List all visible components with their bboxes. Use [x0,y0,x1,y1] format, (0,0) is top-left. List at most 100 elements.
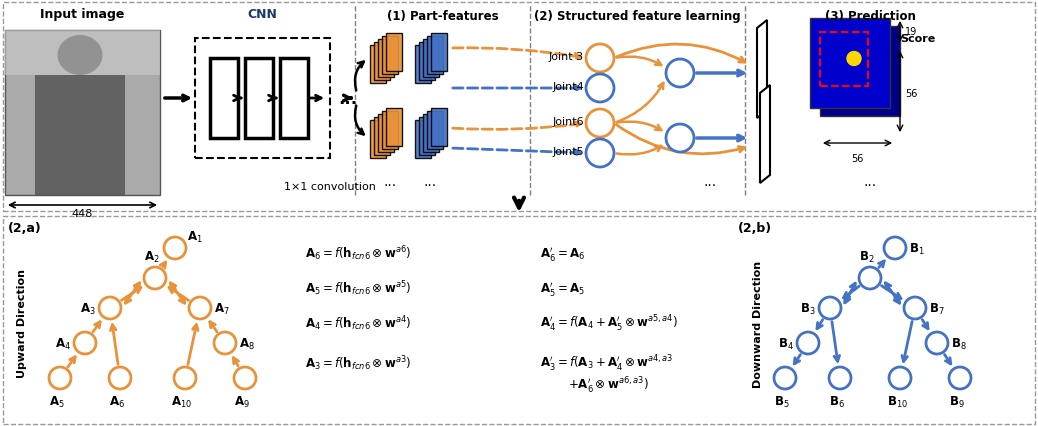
Text: (1) Part-features: (1) Part-features [387,10,499,23]
Text: $\mathbf{A}_{7}$: $\mathbf{A}_{7}$ [214,301,229,316]
Text: 1×1 convolution: 1×1 convolution [284,181,376,192]
Bar [419,118,435,155]
Circle shape [829,367,851,389]
Bar [195,39,330,158]
Text: $\mathbf{A}_{9}$: $\mathbf{A}_{9}$ [235,394,250,409]
Text: Score: Score [900,34,935,44]
Circle shape [884,237,906,259]
Text: $\mathbf{A}_{6}$: $\mathbf{A}_{6}$ [109,394,125,409]
Text: Input image: Input image [40,8,125,21]
Text: 19: 19 [905,27,918,37]
Circle shape [214,332,236,354]
Circle shape [586,45,614,73]
Circle shape [189,297,211,319]
Circle shape [889,367,911,389]
Bar [810,19,890,109]
Bar [374,118,390,155]
Text: ···: ··· [864,178,876,193]
Bar [210,59,238,139]
Circle shape [666,60,694,88]
Text: (3) Prediction: (3) Prediction [824,10,916,23]
Text: $\mathbf{B}_{5}$: $\mathbf{B}_{5}$ [774,394,790,409]
Bar [820,27,900,117]
Circle shape [164,237,186,259]
Bar [378,115,394,153]
Bar [245,59,273,139]
Text: $\mathbf{B}_{3}$: $\mathbf{B}_{3}$ [800,301,816,316]
Circle shape [144,268,166,289]
Text: $\mathbf{B}_{6}$: $\mathbf{B}_{6}$ [829,394,845,409]
Text: ...: ... [338,90,357,108]
Text: $\mathbf{A}_5' = \mathbf{A}_5$: $\mathbf{A}_5' = \mathbf{A}_5$ [540,279,585,297]
Text: $\mathbf{A}_3' = f(\mathbf{A}_3 + \mathbf{A}_4'\otimes\mathbf{w}^{a4,a3}$: $\mathbf{A}_3' = f(\mathbf{A}_3 + \mathb… [540,353,674,373]
Text: $\mathbf{A}_6' = \mathbf{A}_6$: $\mathbf{A}_6' = \mathbf{A}_6$ [540,245,585,262]
Text: $\mathbf{B}_{8}$: $\mathbf{B}_{8}$ [951,336,966,351]
Bar [370,121,386,158]
Bar [35,76,125,196]
Text: $\mathbf{A}_{8}$: $\mathbf{A}_{8}$ [239,336,255,351]
Text: $\mathbf{B}_{2}$: $\mathbf{B}_{2}$ [859,249,875,265]
Text: 56: 56 [905,89,918,99]
Text: 448: 448 [72,208,93,219]
Bar [431,109,447,147]
Text: $\mathbf{A}_{5}$: $\mathbf{A}_{5}$ [49,394,64,409]
Text: $\mathbf{B}_{10}$: $\mathbf{B}_{10}$ [886,394,907,409]
Bar [5,31,160,196]
Circle shape [174,367,196,389]
Bar [415,46,431,84]
Text: $\mathbf{A}_{3}$: $\mathbf{A}_{3}$ [80,301,95,316]
Bar [424,40,439,78]
Text: $\mathbf{B}_{9}$: $\mathbf{B}_{9}$ [949,394,965,409]
Polygon shape [760,86,770,184]
Text: $\mathbf{B}_{7}$: $\mathbf{B}_{7}$ [929,301,945,316]
Text: Joint6: Joint6 [552,117,584,127]
Circle shape [234,367,256,389]
Bar [424,115,439,153]
Text: Joint5: Joint5 [552,147,584,157]
Text: ···: ··· [424,178,437,193]
Bar [386,109,402,147]
Text: $\mathbf{A}_4 = f(\mathbf{h}_{fcn6}\otimes\mathbf{w}^{a4})$: $\mathbf{A}_4 = f(\mathbf{h}_{fcn6}\otim… [305,314,411,333]
Text: $\mathbf{B}_{4}$: $\mathbf{B}_{4}$ [778,336,794,351]
Text: (2,b): (2,b) [738,222,772,234]
Circle shape [586,110,614,138]
Text: Upward Direction: Upward Direction [17,269,27,377]
Text: $\mathbf{A}_4' = f(\mathbf{A}_4 + \mathbf{A}_5'\otimes\mathbf{w}^{a5,a4})$: $\mathbf{A}_4' = f(\mathbf{A}_4 + \mathb… [540,313,678,333]
Bar [3,216,1035,424]
Text: Joint4: Joint4 [552,82,584,92]
Bar [382,37,398,75]
Circle shape [99,297,121,319]
Text: $\mathbf{A}_5 = f(\mathbf{h}_{fcn6}\otimes\mathbf{w}^{a5})$: $\mathbf{A}_5 = f(\mathbf{h}_{fcn6}\otim… [305,279,411,298]
Text: Downward Direction: Downward Direction [753,260,763,387]
Text: $\mathbf{A}_3 = f(\mathbf{h}_{fcn6}\otimes\mathbf{w}^{a3})$: $\mathbf{A}_3 = f(\mathbf{h}_{fcn6}\otim… [305,354,411,372]
Circle shape [586,75,614,103]
Circle shape [49,367,71,389]
Circle shape [904,297,926,319]
Text: $\mathbf{A}_{4}$: $\mathbf{A}_{4}$ [55,336,71,351]
Polygon shape [757,21,767,119]
Circle shape [774,367,796,389]
Bar [386,34,402,72]
Bar [5,31,160,76]
Circle shape [859,268,881,289]
Circle shape [586,140,614,167]
Circle shape [109,367,131,389]
Circle shape [819,297,841,319]
Text: $+\mathbf{A}_6'\otimes\mathbf{w}^{a6,a3})$: $+\mathbf{A}_6'\otimes\mathbf{w}^{a6,a3}… [568,375,649,395]
Bar [280,59,308,139]
Bar [370,46,386,84]
Circle shape [74,332,95,354]
Bar [382,112,398,150]
Bar [427,37,443,75]
Text: $\mathbf{B}_{1}$: $\mathbf{B}_{1}$ [909,241,925,256]
Circle shape [949,367,971,389]
Circle shape [926,332,948,354]
Bar [431,34,447,72]
Text: $\mathbf{A}_{1}$: $\mathbf{A}_{1}$ [187,229,202,245]
Text: ···: ··· [383,178,397,193]
Text: (2) Structured feature learning: (2) Structured feature learning [534,10,740,23]
Ellipse shape [57,36,103,76]
Circle shape [847,52,861,66]
Circle shape [797,332,819,354]
Bar [427,112,443,150]
